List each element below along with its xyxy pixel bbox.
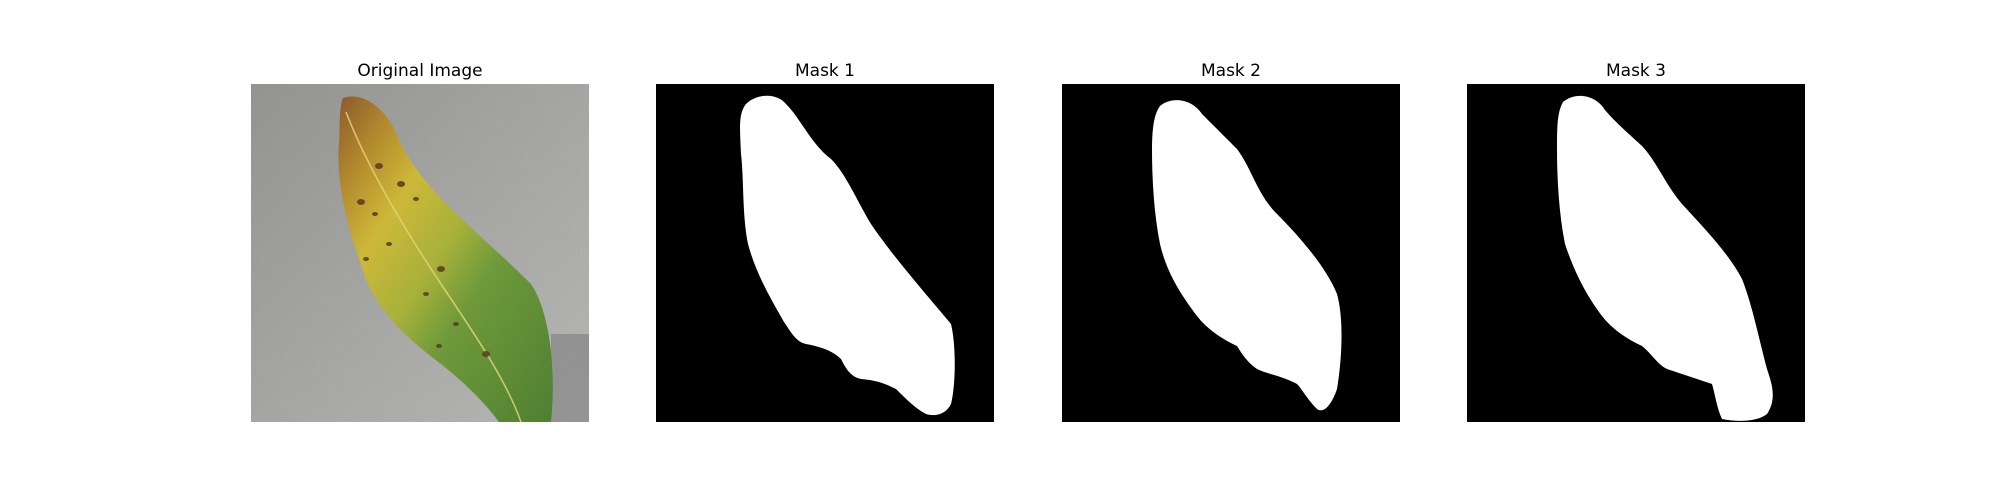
- mask-1-image: [656, 84, 994, 422]
- panel-mask-3: Mask 3: [1467, 58, 1805, 422]
- panel-original-image: Original Image: [251, 58, 589, 422]
- panel-title: Mask 1: [794, 61, 855, 81]
- panel-title: Mask 3: [1605, 61, 1666, 81]
- panel-mask-1: Mask 1: [656, 58, 994, 422]
- panel-mask-2: Mask 2: [1062, 58, 1400, 422]
- mask-3-image: [1467, 84, 1805, 422]
- mask-2-image: [1062, 84, 1400, 422]
- panel-title: Original Image: [357, 61, 483, 81]
- original-leaf-photo: [251, 84, 589, 422]
- panel-title: Mask 2: [1200, 61, 1261, 81]
